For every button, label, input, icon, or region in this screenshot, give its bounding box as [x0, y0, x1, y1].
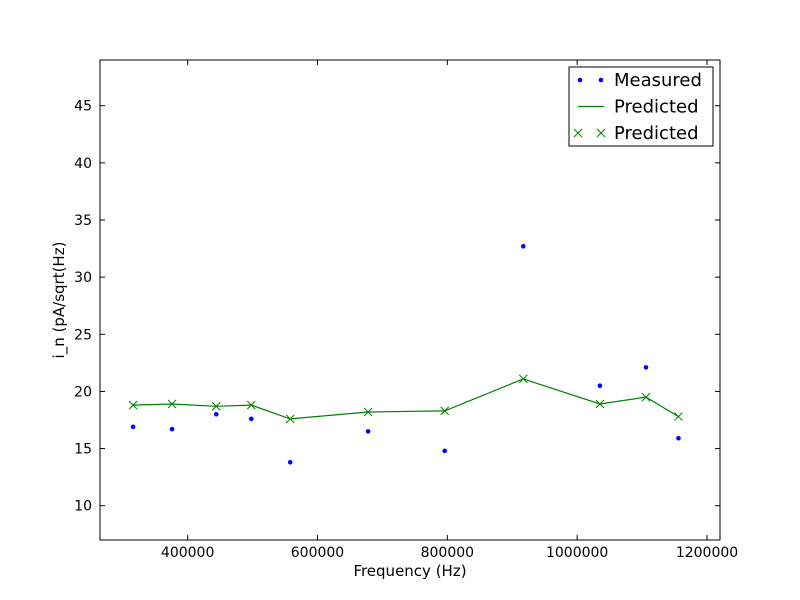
- measured-point: [248, 416, 254, 422]
- predicted-marker: [595, 399, 605, 409]
- x-tick-label: 1000000: [546, 545, 608, 561]
- y-tick-label: 25: [74, 327, 92, 343]
- predicted-marker: [573, 128, 583, 138]
- measured-point: [598, 77, 604, 83]
- y-tick-label: 10: [74, 499, 92, 515]
- y-tick-label: 30: [74, 270, 92, 286]
- x-axis-label: Frequency (Hz): [353, 562, 466, 580]
- measured-point: [365, 429, 371, 434]
- legend-entries: Measured Predicted Predicted: [573, 70, 702, 144]
- measured-point: [676, 435, 681, 441]
- measured-point: [520, 243, 526, 249]
- y-tick-label: 20: [74, 384, 92, 400]
- legend-entry: Measured: [577, 70, 702, 91]
- y-tick-label: 45: [74, 99, 92, 115]
- predicted-marker: [674, 412, 683, 421]
- plot-frame: [99, 59, 721, 541]
- predicted-marker: [167, 399, 177, 409]
- legend-label: Measured: [614, 70, 702, 91]
- y-tick-label: 40: [74, 156, 92, 172]
- y-tick-label: 15: [74, 442, 92, 458]
- ticks-layer: 400000 600000 800000 1000000 1200000 10 15 20 25…: [74, 60, 738, 561]
- y-axis-label: i_n (pA/sqrt(Hz): [50, 242, 69, 359]
- legend: Measured Predicted Predicted: [568, 66, 714, 147]
- legend-entry: Predicted: [578, 97, 699, 118]
- x-tick-label: 1200000: [676, 545, 738, 561]
- predicted-marker: [211, 401, 221, 411]
- predicted-marker: [128, 400, 138, 410]
- measured-point: [130, 424, 136, 430]
- series-layer: [128, 243, 683, 465]
- legend-label: Predicted: [614, 123, 699, 144]
- measured-point: [169, 426, 175, 432]
- predicted-marker: [363, 407, 373, 417]
- predicted-marker: [641, 392, 651, 402]
- measured-point: [577, 77, 583, 83]
- measured-point: [643, 365, 649, 370]
- measured-point: [597, 383, 603, 389]
- x-tick-label: 600000: [291, 545, 344, 561]
- measured-point: [287, 459, 293, 465]
- y-tick-label: 35: [74, 213, 92, 229]
- legend-label: Predicted: [614, 97, 699, 118]
- predicted-marker: [518, 374, 528, 384]
- predicted-marker: [596, 128, 606, 138]
- measured-point: [213, 411, 219, 417]
- x-tick-label: 400000: [161, 545, 214, 561]
- predicted-marker: [285, 414, 295, 424]
- x-tick-label: 800000: [421, 545, 474, 561]
- measured-point: [442, 448, 448, 454]
- legend-entry: Predicted: [573, 123, 699, 144]
- predicted-marker: [246, 400, 256, 410]
- predicted-marker: [440, 406, 450, 416]
